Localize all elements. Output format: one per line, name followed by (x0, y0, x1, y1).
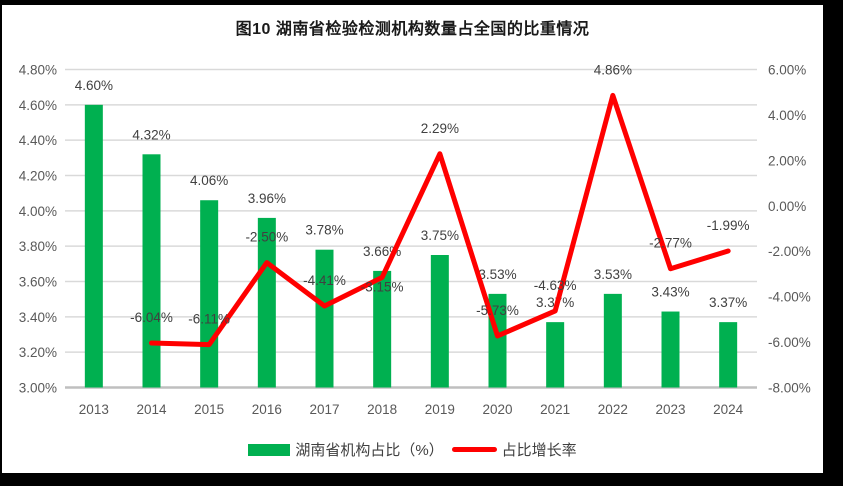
right-axis-tick: 6.00% (768, 63, 806, 78)
x-axis-tick: 2024 (713, 402, 744, 417)
chart-background (2, 5, 823, 473)
bar-2024 (719, 322, 738, 388)
x-axis-tick: 2018 (367, 402, 397, 417)
bar-value-label: 3.53% (594, 267, 632, 282)
line-value-label: -2.50% (245, 230, 288, 245)
left-axis-tick: 3.60% (19, 275, 57, 290)
bar-swatch-icon (248, 443, 291, 456)
bar-value-label: 3.75% (421, 228, 459, 243)
bar-2018 (373, 270, 392, 388)
x-axis-tick: 2017 (309, 402, 339, 417)
bar-2016 (257, 217, 276, 388)
line-value-label: -3.15% (361, 279, 404, 294)
bar-2017 (315, 249, 334, 388)
line-value-label: -6.04% (130, 310, 173, 325)
legend-bar-label: 湖南省机构占比（%） (295, 442, 444, 459)
line-value-label: -4.63% (534, 278, 577, 293)
x-axis-tick: 2016 (252, 402, 282, 417)
left-axis-tick: 4.40% (19, 133, 57, 148)
right-axis-tick: -2.00% (768, 244, 811, 259)
bar-value-label: 3.43% (651, 285, 689, 300)
x-axis-tick: 2021 (540, 402, 570, 417)
x-axis-tick: 2019 (425, 402, 455, 417)
bar-value-label: 3.37% (709, 295, 747, 310)
legend-line-label: 占比增长率 (501, 442, 577, 459)
x-axis-tick: 2015 (194, 402, 224, 417)
left-axis-tick: 3.80% (19, 239, 57, 254)
bar-value-label: 4.60% (75, 78, 113, 93)
x-axis-tick: 2013 (79, 402, 109, 417)
left-axis-tick: 4.20% (19, 169, 57, 184)
line-value-label: -6.11% (188, 312, 230, 327)
right-axis-tick: 2.00% (768, 153, 806, 168)
bar-2019 (430, 255, 449, 388)
right-axis-tick: -6.00% (768, 335, 811, 350)
legend: 湖南省机构占比（%） 占比增长率 (2, 439, 823, 460)
line-value-label: 4.86% (594, 62, 632, 77)
bar-2023 (661, 311, 680, 388)
chart-title: 图10 湖南省检验检测机构数量占全国的比重情况 (235, 21, 590, 38)
left-axis-tick: 3.00% (19, 381, 57, 396)
bar-2015 (200, 200, 219, 388)
left-axis-tick: 3.20% (19, 345, 57, 360)
bar-2021 (546, 322, 565, 388)
right-axis-tick: 4.00% (768, 108, 806, 123)
legend-item-bar: 湖南省机构占比（%） (248, 439, 444, 460)
bar-value-label: 3.53% (478, 267, 516, 282)
right-axis-tick: -8.00% (768, 381, 811, 396)
left-axis-tick: 4.00% (19, 204, 57, 219)
line-value-label: -1.99% (707, 218, 750, 233)
line-value-label: -4.41% (303, 273, 346, 288)
line-value-label: -5.73% (476, 303, 519, 318)
right-axis-tick: 0.00% (768, 199, 806, 214)
line-value-label: 2.29% (421, 121, 459, 136)
x-axis-tick: 2023 (655, 402, 685, 417)
left-axis-tick: 3.40% (19, 310, 57, 325)
line-swatch-icon (451, 447, 497, 452)
bar-value-label: 3.96% (248, 191, 286, 206)
bar-2014 (142, 154, 161, 388)
line-series (149, 92, 731, 348)
x-axis-tick: 2022 (598, 402, 628, 417)
x-axis-tick: 2020 (482, 402, 512, 417)
bar-value-label: 3.78% (305, 223, 343, 238)
left-axis-tick: 4.80% (19, 63, 57, 78)
left-axis-tick: 4.60% (19, 98, 57, 113)
bar-value-label: 4.32% (132, 127, 170, 142)
x-axis-tick: 2014 (136, 402, 167, 417)
bar-value-label: 4.06% (190, 173, 228, 188)
bar-2022 (603, 293, 622, 388)
line-value-label: -2.77% (649, 236, 692, 251)
legend-item-line: 占比增长率 (451, 439, 577, 460)
bar-2013 (84, 104, 103, 388)
right-axis-tick: -4.00% (768, 290, 811, 305)
